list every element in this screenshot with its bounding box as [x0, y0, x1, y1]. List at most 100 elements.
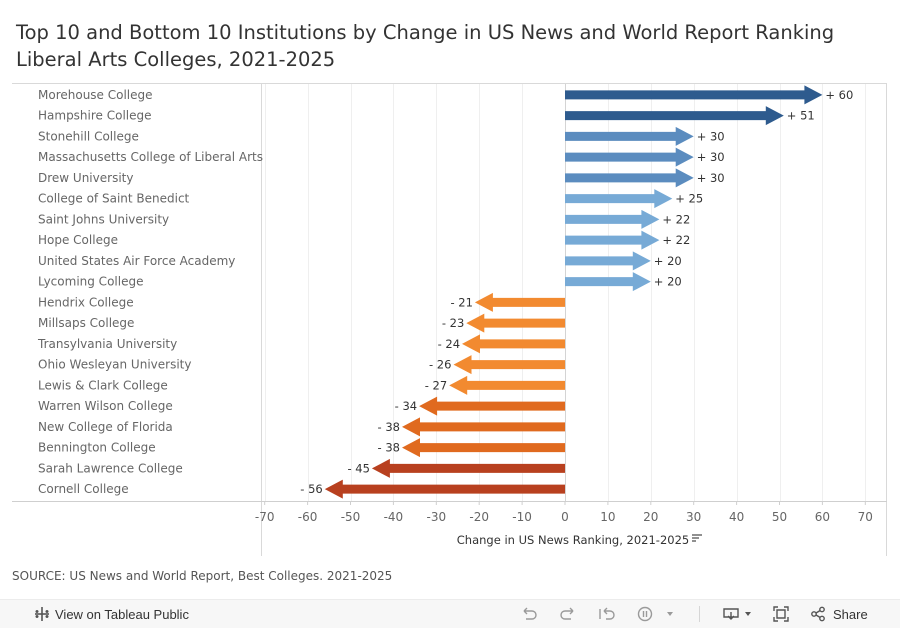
tableau-logo-icon: [35, 607, 49, 621]
chart-frame: [12, 83, 887, 556]
data-label: - 26: [429, 358, 451, 372]
fullscreen-icon: [773, 606, 789, 622]
bar-arrow: [565, 272, 651, 292]
tick-label: 50: [772, 510, 787, 524]
bar-arrow: [462, 334, 565, 354]
undo-button[interactable]: [520, 600, 538, 628]
bar-arrow: [565, 106, 784, 126]
data-label: + 25: [675, 192, 703, 206]
tick-label: -60: [298, 510, 318, 524]
bar-arrow: [474, 292, 565, 312]
category-label: Sarah Lawrence College: [38, 461, 183, 475]
category-label: Lycoming College: [38, 275, 143, 289]
tick-label: 30: [686, 510, 701, 524]
sort-icon[interactable]: [692, 534, 702, 542]
redo-button[interactable]: [559, 600, 577, 628]
category-label: Ohio Wesleyan University: [38, 358, 191, 372]
tick-label: 0: [561, 510, 569, 524]
category-label: Bennington College: [38, 441, 156, 455]
tick-label: -70: [255, 510, 275, 524]
download-button[interactable]: [722, 600, 753, 628]
category-labels: Morehouse College Hampshire College Stoneh…: [37, 88, 263, 496]
bar-arrow: [565, 209, 660, 229]
category-label: Hendrix College: [38, 295, 134, 309]
fullscreen-button[interactable]: [773, 600, 789, 628]
title-line-2: Liberal Arts Colleges, 2021-2025: [16, 48, 336, 71]
category-label: Transylvania University: [37, 337, 177, 351]
view-on-tableau-public-button[interactable]: View on Tableau Public: [34, 600, 189, 628]
pause-updates-button[interactable]: [637, 600, 653, 628]
bar-arrow: [565, 230, 660, 250]
category-label: Hope College: [38, 233, 118, 247]
bar-arrow: [565, 126, 694, 146]
chevron-down-icon: [667, 612, 673, 616]
bar-arrow: [565, 189, 673, 209]
revert-button[interactable]: [598, 600, 616, 628]
share-icon: [811, 606, 825, 622]
tableau-toolbar: View on Tableau Public: [0, 599, 900, 628]
data-label: + 30: [697, 150, 725, 164]
bar-arrow: [371, 458, 565, 478]
bar-arrow: [565, 168, 694, 188]
undo-icon: [523, 607, 537, 620]
tick-label: -10: [512, 510, 532, 524]
data-label: - 56: [300, 482, 322, 496]
bar-arrow: [419, 396, 565, 416]
data-label: - 38: [378, 441, 400, 455]
category-label: United States Air Force Academy: [38, 254, 235, 268]
x-axis-ticks: -70 -60 -50 -40 -30 -20 -10 0 10 20 30 40 50 60 70: [255, 501, 873, 524]
pause-dropdown[interactable]: [665, 600, 675, 628]
toolbar-divider: [699, 606, 700, 622]
bar-arrow: [565, 85, 823, 105]
redo-icon: [560, 607, 574, 620]
category-label: Hampshire College: [38, 109, 152, 123]
download-icon: [723, 608, 739, 620]
source-note: SOURCE: US News and World Report, Best C…: [12, 569, 393, 583]
data-label: + 20: [654, 254, 682, 268]
tick-label: -20: [469, 510, 489, 524]
category-label: Millsaps College: [38, 316, 134, 330]
data-label: + 22: [662, 233, 690, 247]
category-label: Drew University: [38, 171, 133, 185]
bar-arrow: [402, 438, 565, 458]
category-label: Saint Johns University: [38, 212, 169, 226]
tick-label: 10: [600, 510, 615, 524]
x-axis-title: Change in US News Ranking, 2021-2025: [457, 533, 689, 547]
bar-arrow: [453, 355, 565, 375]
data-label: + 20: [654, 275, 682, 289]
bar-arrow: [402, 417, 565, 437]
data-label: + 22: [662, 212, 690, 226]
data-label: + 30: [697, 129, 725, 143]
bar-arrow: [565, 251, 651, 271]
category-label: Stonehill College: [38, 129, 139, 143]
pause-icon: [637, 606, 653, 622]
data-label: - 23: [442, 316, 464, 330]
bar-arrow: [565, 147, 694, 167]
bar-chart: Morehouse College Hampshire College Stoneh…: [12, 83, 887, 556]
revert-icon: [599, 607, 615, 620]
view-on-tableau-label: View on Tableau Public: [55, 606, 189, 622]
value-labels: + 60 + 51 + 30 + 30 + 30 + 25 + 22 + 22 + 20 + 20…: [300, 88, 853, 496]
tick-label: 40: [729, 510, 744, 524]
category-label: Morehouse College: [38, 88, 153, 102]
share-label: Share: [833, 606, 868, 622]
tick-label: 20: [643, 510, 658, 524]
chart-title: Top 10 and Bottom 10 Institutions by Cha…: [16, 19, 876, 73]
data-label: + 30: [697, 171, 725, 185]
category-label: Cornell College: [38, 482, 129, 496]
grid-lines: [265, 84, 866, 501]
tick-label: -50: [341, 510, 361, 524]
bar-arrow: [324, 479, 565, 499]
category-label: Massachusetts College of Liberal Arts: [38, 150, 263, 164]
bar-arrow: [449, 375, 565, 395]
tick-label: 60: [815, 510, 830, 524]
data-label: - 27: [425, 378, 447, 392]
tick-label: -30: [426, 510, 446, 524]
bar-arrow: [466, 313, 565, 333]
share-button[interactable]: Share: [810, 600, 868, 628]
tick-label: 70: [858, 510, 873, 524]
category-label: Warren Wilson College: [38, 399, 173, 413]
data-label: - 24: [438, 337, 460, 351]
data-label: + 51: [787, 109, 815, 123]
category-label: Lewis & Clark College: [38, 378, 168, 392]
